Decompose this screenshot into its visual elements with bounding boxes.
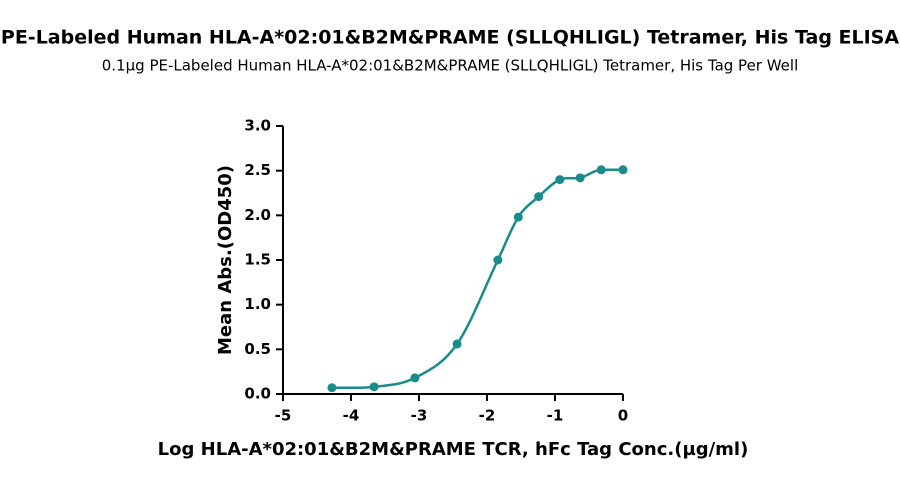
y-tick-label: 2.5	[244, 161, 271, 179]
x-tick-label: -2	[479, 407, 496, 425]
chart-subtitle: 0.1µg PE-Labeled Human HLA-A*02:01&B2M&P…	[102, 57, 799, 75]
x-tick-label: -1	[547, 407, 564, 425]
data-point	[513, 212, 523, 222]
y-tick-label: 0.0	[244, 385, 271, 403]
y-tick-label: 2.0	[244, 206, 271, 224]
y-tick-label: 0.5	[244, 340, 271, 358]
data-point	[369, 382, 379, 392]
x-axis-label: Log HLA-A*02:01&B2M&PRAME TCR, hFc Tag C…	[158, 439, 749, 460]
fit-curve	[331, 168, 623, 390]
data-point	[618, 165, 628, 175]
x-tick-label: -5	[275, 407, 292, 425]
y-tick-label: 1.5	[244, 251, 271, 269]
y-axis-label: Mean Abs.(OD450)	[215, 165, 236, 355]
y-tick-label: 1.0	[244, 295, 271, 313]
x-tick-label: -3	[411, 407, 428, 425]
data-point	[596, 165, 606, 175]
x-tick-label: -4	[343, 407, 360, 425]
data-point	[534, 192, 544, 202]
data-point	[410, 373, 420, 383]
chart-title: PE-Labeled Human HLA-A*02:01&B2M&PRAME (…	[1, 27, 899, 49]
data-point	[575, 173, 585, 183]
y-tick-label: 3.0	[244, 117, 271, 135]
data-point	[327, 383, 337, 393]
x-tick-label: 0	[618, 407, 628, 425]
data-point	[452, 339, 462, 349]
data-point	[493, 255, 503, 265]
data-point	[555, 175, 565, 185]
